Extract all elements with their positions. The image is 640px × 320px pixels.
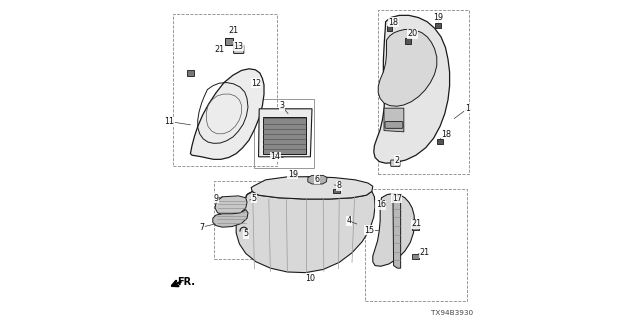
Text: 11: 11 xyxy=(164,117,175,126)
Text: 20: 20 xyxy=(408,29,418,38)
Text: 21: 21 xyxy=(419,248,429,257)
Bar xyxy=(214,181,282,259)
Bar xyxy=(437,139,443,144)
Text: 18: 18 xyxy=(388,18,399,27)
Text: 2: 2 xyxy=(394,156,399,164)
Text: 21: 21 xyxy=(228,26,239,35)
Bar xyxy=(405,38,411,44)
Bar xyxy=(435,23,441,28)
Polygon shape xyxy=(236,191,375,273)
Text: 13: 13 xyxy=(234,42,243,51)
Text: 7: 7 xyxy=(199,223,204,232)
Text: FR.: FR. xyxy=(178,277,196,287)
Polygon shape xyxy=(212,210,248,227)
Text: 19: 19 xyxy=(288,170,298,179)
FancyBboxPatch shape xyxy=(390,160,400,166)
Bar xyxy=(254,99,314,168)
Text: 17: 17 xyxy=(392,194,402,203)
Text: 15: 15 xyxy=(365,226,374,235)
Text: 1: 1 xyxy=(465,104,470,113)
Text: 21: 21 xyxy=(214,45,224,54)
Text: 18: 18 xyxy=(442,130,451,139)
Bar xyxy=(225,38,233,45)
Bar xyxy=(387,26,392,31)
Polygon shape xyxy=(191,69,264,159)
Text: 14: 14 xyxy=(270,152,280,161)
Polygon shape xyxy=(378,29,437,106)
Polygon shape xyxy=(308,175,327,184)
Text: 12: 12 xyxy=(251,79,261,88)
Text: 10: 10 xyxy=(305,274,316,283)
Text: 6: 6 xyxy=(314,175,319,184)
Text: 19: 19 xyxy=(433,13,444,22)
Polygon shape xyxy=(384,108,404,132)
Text: 21: 21 xyxy=(411,220,421,228)
Polygon shape xyxy=(251,177,372,199)
Polygon shape xyxy=(372,194,415,266)
Bar xyxy=(412,254,419,259)
Polygon shape xyxy=(259,109,312,157)
Bar xyxy=(378,10,468,174)
Polygon shape xyxy=(215,196,247,215)
Bar xyxy=(333,189,340,193)
Polygon shape xyxy=(263,117,306,154)
Text: 3: 3 xyxy=(279,101,284,110)
Bar xyxy=(412,226,419,230)
Text: TX94B3930: TX94B3930 xyxy=(431,310,473,316)
Text: 9: 9 xyxy=(213,194,219,203)
Text: 4: 4 xyxy=(346,216,351,225)
FancyBboxPatch shape xyxy=(234,45,244,53)
FancyBboxPatch shape xyxy=(385,122,403,128)
Bar xyxy=(365,189,467,301)
Text: 16: 16 xyxy=(376,200,386,209)
Bar xyxy=(173,14,277,166)
Polygon shape xyxy=(393,195,401,268)
Text: 8: 8 xyxy=(337,181,342,190)
Text: 5: 5 xyxy=(244,229,249,238)
Polygon shape xyxy=(374,15,450,163)
Bar xyxy=(187,70,193,76)
Text: 5: 5 xyxy=(252,194,257,203)
